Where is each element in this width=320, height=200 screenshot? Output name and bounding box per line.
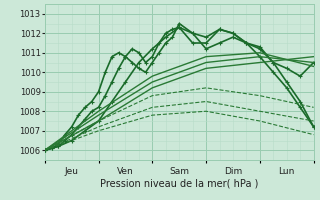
Text: Sam: Sam: [169, 167, 189, 176]
X-axis label: Pression niveau de la mer( hPa ): Pression niveau de la mer( hPa ): [100, 179, 258, 189]
Text: Ven: Ven: [117, 167, 134, 176]
Text: Jeu: Jeu: [65, 167, 79, 176]
Text: Dim: Dim: [224, 167, 242, 176]
Text: Lun: Lun: [278, 167, 295, 176]
